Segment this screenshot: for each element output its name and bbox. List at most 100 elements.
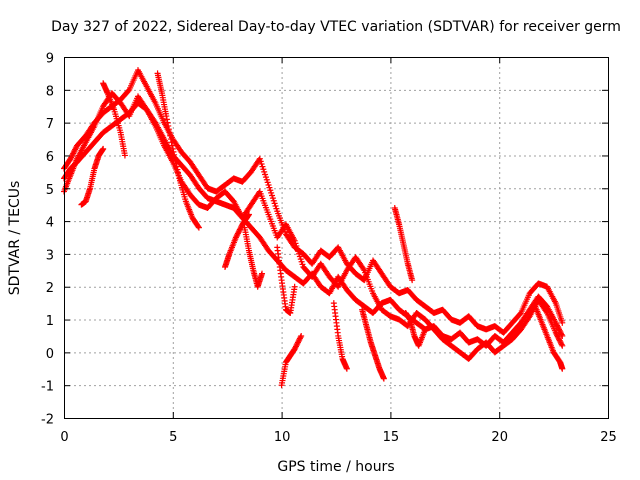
data-point xyxy=(556,337,563,344)
y-tick-label: 7 xyxy=(46,117,54,132)
data-point xyxy=(270,197,277,204)
x-tick-label: 15 xyxy=(383,430,400,445)
data-point xyxy=(409,277,416,284)
data-point xyxy=(297,256,304,263)
data-point xyxy=(554,333,561,340)
series-branch-7 xyxy=(278,332,305,389)
data-point xyxy=(543,308,550,315)
series-trace-b xyxy=(61,99,566,349)
y-axis-label: SDTVAR / TECUs xyxy=(7,181,23,296)
y-tick-label: 3 xyxy=(46,248,54,263)
data-point xyxy=(163,113,170,120)
y-tick-label: 8 xyxy=(46,84,54,99)
data-point xyxy=(165,122,172,129)
data-point xyxy=(556,326,563,333)
data-point xyxy=(245,212,252,219)
chart-title: Day 327 of 2022, Sidereal Day-to-day VTE… xyxy=(51,19,621,35)
data-point xyxy=(169,145,176,152)
series-branch-11 xyxy=(402,309,429,349)
series-branch-2 xyxy=(100,80,128,159)
data-point xyxy=(296,250,303,257)
data-point xyxy=(555,325,562,332)
data-point xyxy=(72,145,79,152)
series-branch-10 xyxy=(391,204,416,284)
data-point xyxy=(234,231,241,238)
data-point xyxy=(269,195,276,202)
data-point xyxy=(257,158,264,165)
data-point xyxy=(295,248,302,255)
data-point xyxy=(237,225,244,232)
data-point xyxy=(267,187,274,194)
data-point xyxy=(273,205,280,212)
data-point xyxy=(238,223,245,230)
data-point xyxy=(172,157,179,164)
data-point xyxy=(174,166,181,173)
x-tick-label: 20 xyxy=(491,430,508,445)
data-point xyxy=(170,148,177,155)
data-point xyxy=(559,319,566,326)
data-point xyxy=(292,343,299,350)
data-point xyxy=(266,184,273,191)
series-branch-6 xyxy=(274,244,298,316)
data-point xyxy=(72,146,79,153)
data-point xyxy=(553,321,560,328)
data-point xyxy=(245,211,252,218)
x-axis-label: GPS time / hours xyxy=(277,459,394,475)
data-point xyxy=(294,245,301,252)
x-tick-label: 10 xyxy=(274,430,291,445)
x-tick-label: 0 xyxy=(60,430,68,445)
data-point xyxy=(271,200,278,207)
y-tick-label: 4 xyxy=(46,216,54,231)
data-point xyxy=(232,234,239,241)
y-tick-label: 2 xyxy=(46,281,54,296)
y-tick-label: 0 xyxy=(46,347,54,362)
y-tick-label: 9 xyxy=(46,52,54,67)
data-point xyxy=(269,192,276,199)
data-point xyxy=(291,283,298,290)
x-tick-label: 5 xyxy=(169,430,177,445)
data-point xyxy=(234,230,241,237)
data-point xyxy=(260,166,267,173)
series-branch-9 xyxy=(359,306,387,382)
data-point xyxy=(167,136,174,143)
data-point xyxy=(291,237,298,244)
data-point xyxy=(272,202,279,209)
data-point xyxy=(293,243,300,250)
data-point xyxy=(552,329,559,336)
data-point xyxy=(262,174,269,181)
data-point xyxy=(557,340,564,347)
data-point xyxy=(262,171,269,178)
data-point xyxy=(558,341,565,348)
grid xyxy=(64,57,608,418)
data-point xyxy=(67,155,74,162)
data-point xyxy=(380,375,387,382)
data-point xyxy=(343,365,350,372)
data-point xyxy=(233,233,240,240)
data-marks xyxy=(61,67,566,389)
y-tick-label: 5 xyxy=(46,183,54,198)
y-tick-label: 1 xyxy=(46,314,54,329)
data-point xyxy=(291,346,298,353)
data-point xyxy=(293,342,300,349)
data-point xyxy=(100,145,107,152)
data-point xyxy=(557,330,564,337)
data-point xyxy=(164,119,171,126)
data-point xyxy=(258,160,265,167)
plot-frame xyxy=(64,57,609,419)
data-point xyxy=(292,240,299,247)
data-point xyxy=(294,339,301,346)
data-point xyxy=(171,154,178,161)
data-point xyxy=(163,116,170,123)
data-point xyxy=(169,142,176,149)
data-point xyxy=(295,338,302,345)
data-point xyxy=(70,149,77,156)
data-point xyxy=(235,229,242,236)
series-branch-8 xyxy=(330,300,350,372)
y-tick-label: 6 xyxy=(46,150,54,165)
data-point xyxy=(70,150,77,157)
data-point xyxy=(558,331,565,338)
data-point xyxy=(121,152,128,159)
series-branch-12 xyxy=(531,300,566,372)
data-point xyxy=(554,322,561,329)
series-branch-5 xyxy=(241,224,266,290)
